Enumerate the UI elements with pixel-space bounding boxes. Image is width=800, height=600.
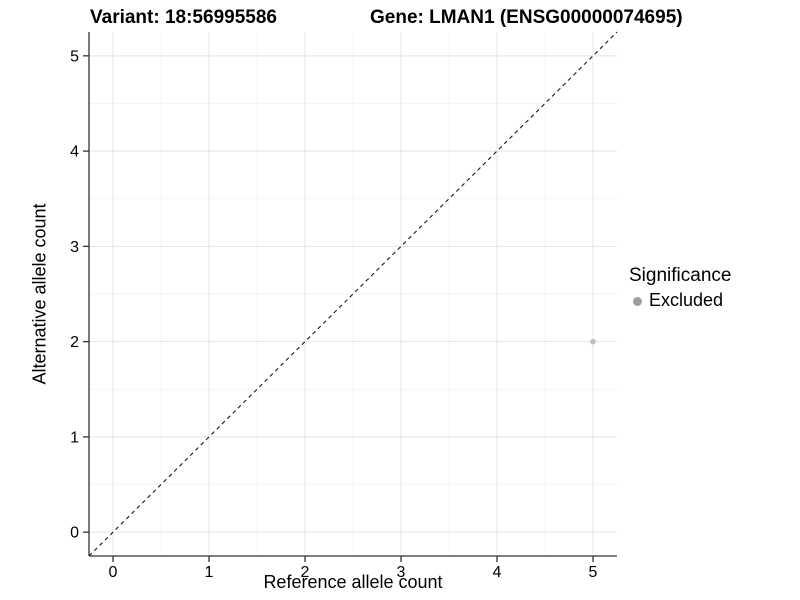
legend-point-icon bbox=[633, 296, 642, 306]
legend-item-excluded: Excluded bbox=[629, 290, 731, 311]
legend-title: Significance bbox=[629, 265, 732, 286]
x-tick-label: 2 bbox=[301, 564, 310, 581]
identity-reference-line bbox=[88, 31, 618, 557]
x-tick-label: 5 bbox=[589, 564, 598, 581]
y-tick-label: 1 bbox=[70, 429, 79, 446]
x-tick-label: 1 bbox=[205, 564, 214, 581]
y-tick-label: 2 bbox=[70, 334, 79, 351]
variant-title: Variant: 18:56995586 bbox=[90, 7, 277, 28]
x-tick-label: 3 bbox=[397, 564, 406, 581]
legend: Significance Excluded bbox=[629, 265, 731, 311]
data-point bbox=[590, 338, 596, 345]
y-tick-label: 0 bbox=[70, 525, 79, 542]
x-tick-label: 0 bbox=[109, 564, 118, 581]
x-tick-label: 4 bbox=[493, 564, 502, 581]
y-tick-label: 5 bbox=[70, 48, 79, 65]
y-axis-title: Alternative allele count bbox=[29, 203, 50, 385]
y-tick-label: 3 bbox=[70, 239, 79, 256]
legend-item-label: Excluded bbox=[649, 290, 724, 310]
x-axis-title: Reference allele count bbox=[263, 572, 443, 592]
gene-title: Gene: LMAN1 (ENSG00000074695) bbox=[370, 7, 683, 28]
y-tick-label: 4 bbox=[70, 144, 79, 161]
